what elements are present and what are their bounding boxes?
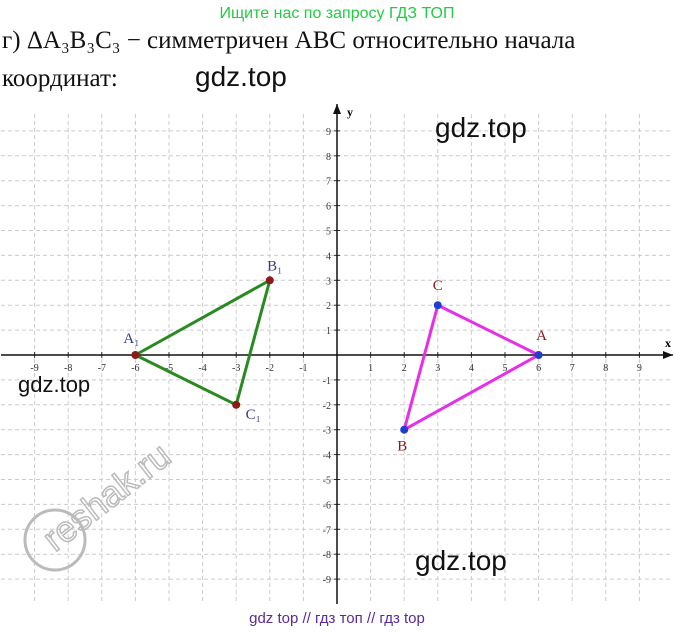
vertex	[131, 351, 140, 359]
x-tick-label: -1	[299, 363, 307, 374]
y-tick-label: -1	[323, 376, 331, 387]
x-tick-label: 8	[603, 363, 608, 374]
x-tick-label: -6	[131, 363, 139, 374]
y-tick-label: -8	[323, 550, 331, 561]
watermark: gdz.top	[195, 61, 287, 92]
y-tick-label: -7	[323, 525, 331, 536]
copyright-icon	[23, 508, 87, 572]
vertex-label: C	[433, 278, 443, 294]
footer: gdz top // гдз топ // гдз top	[249, 610, 425, 627]
x-arrow	[663, 351, 673, 359]
task-line: координат:	[2, 65, 118, 92]
y-tick-label: 8	[326, 152, 331, 163]
y-tick-label: -5	[323, 476, 331, 487]
x-tick-label: -5	[165, 363, 173, 374]
x-tick-label: 7	[570, 363, 575, 374]
x-tick-label: -9	[30, 363, 38, 374]
vertex-label: B	[397, 439, 407, 455]
y-tick-label: 9	[326, 127, 331, 138]
y-tick-label: 5	[326, 227, 331, 238]
x-tick-label: -4	[198, 363, 206, 374]
x-tick-label: -8	[64, 363, 72, 374]
vertex-label: A₁	[123, 331, 139, 347]
vertex-label: C₁	[246, 407, 261, 423]
y-tick-label: 2	[326, 301, 331, 312]
watermark: gdz.top	[435, 112, 527, 143]
x-tick-label: 2	[402, 363, 407, 374]
plot: -9 -8 -7 -6 -5 -4 -3 -2 -1 1 2 3 4 5 6 7 8 9 -9 -8 -7 -6 -5 -4 -…	[1, 104, 673, 604]
y-tick-label: 6	[326, 202, 331, 213]
watermark: gdz.top	[415, 545, 507, 576]
y-tick-label: -9	[323, 575, 331, 586]
watermark: gdz.top	[18, 372, 90, 397]
x-tick-label: 9	[637, 363, 642, 374]
triangle-edge	[401, 303, 542, 433]
vertex	[433, 301, 442, 310]
y-tick-label: 7	[326, 177, 331, 188]
vertex	[232, 400, 241, 409]
task-line: г) ΔA₃B₃C₃ − симметричен ABC относительн…	[2, 27, 575, 54]
y-tick-label: 3	[326, 276, 331, 287]
x-tick-label: -3	[232, 363, 240, 374]
triangle-edge	[132, 277, 273, 407]
y-tick-label: -3	[323, 426, 331, 437]
vertex	[534, 351, 543, 359]
notice: Ищите нас по запросу ГДЗ ТОП	[220, 5, 455, 22]
x-tick-label: 4	[469, 363, 474, 374]
y-tick-label: -2	[323, 401, 331, 412]
vertex-label: B₁	[267, 258, 282, 274]
vertex-label: A	[536, 328, 547, 344]
y-axis-label: y	[347, 105, 353, 119]
x-tick-label: 3	[435, 363, 440, 374]
x-tick-label: 5	[503, 363, 508, 374]
x-tick-label: -7	[98, 363, 106, 374]
y-tick-label: 4	[326, 251, 331, 262]
y-tick-label: -4	[323, 451, 331, 462]
watermark: reshak.ru	[35, 434, 179, 559]
y-tick-label: 1	[326, 326, 331, 337]
y-arrow	[333, 104, 341, 114]
y-tick-label: -6	[323, 500, 331, 511]
x-tick-label: 6	[536, 363, 541, 374]
x-axis-label: x	[665, 336, 671, 350]
vertex	[400, 425, 409, 434]
x-tick-label: 1	[368, 363, 373, 374]
vertex	[265, 276, 274, 285]
x-tick-label: -2	[266, 363, 274, 374]
